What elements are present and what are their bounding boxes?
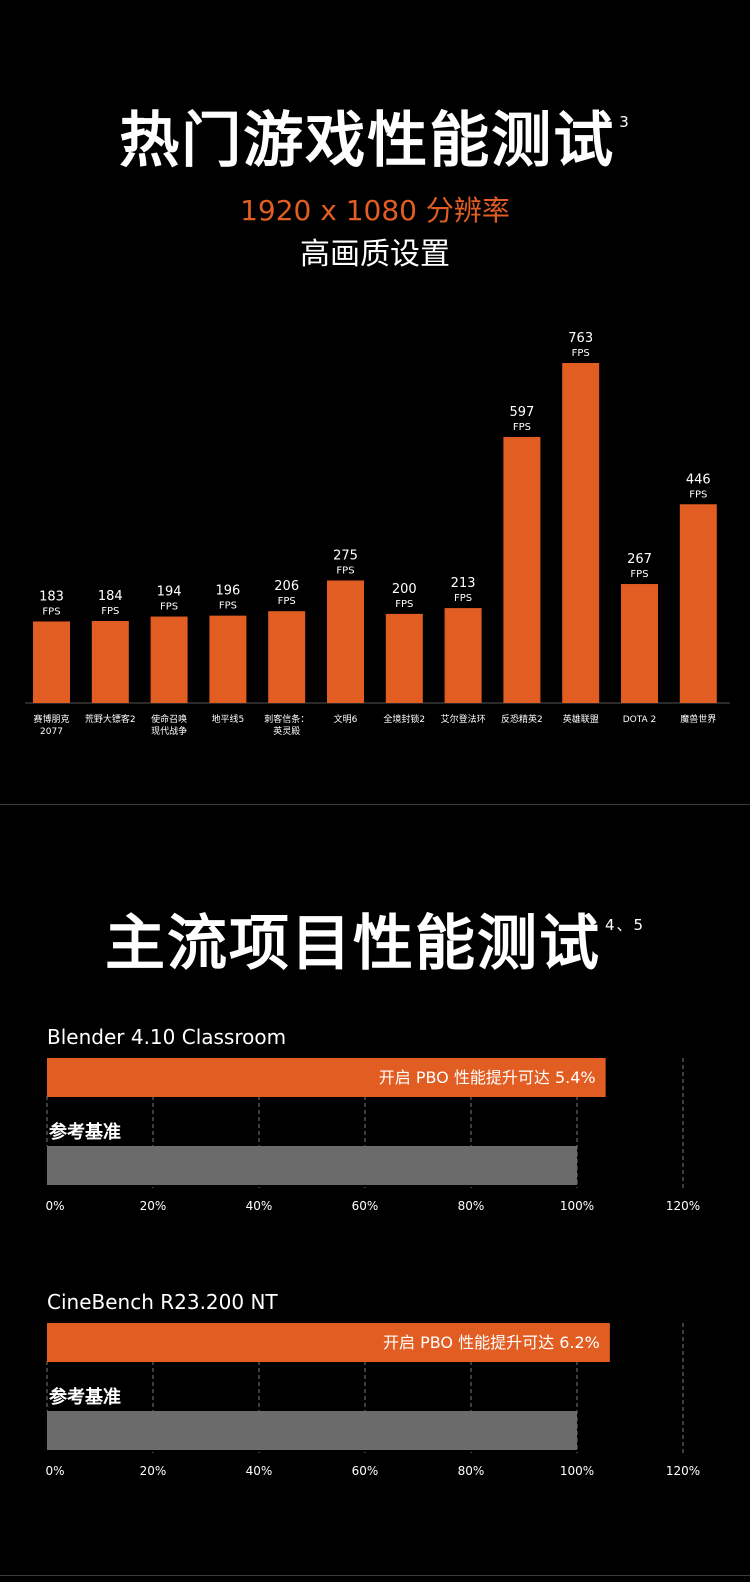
- fps-value-label: 183: [39, 589, 64, 604]
- fps-bar: [150, 616, 188, 703]
- game-category-label: 文明6: [334, 713, 358, 725]
- fps-value-label: 275: [333, 548, 358, 563]
- section1-title: 热门游戏性能测试 3: [0, 92, 750, 179]
- x-tick-label: 40%: [246, 1464, 273, 1478]
- game-category-label: 荒野大镖客2: [85, 713, 136, 725]
- x-tick-label: 60%: [352, 1199, 379, 1213]
- pbo-bar: [47, 1323, 610, 1362]
- game-category-label: 英灵殿: [273, 725, 300, 737]
- fps-unit-label: FPS: [395, 599, 413, 610]
- fps-unit-label: FPS: [101, 606, 119, 617]
- section1-title-text: 热门游戏性能测试: [119, 106, 616, 176]
- x-tick-label: 120%: [666, 1464, 700, 1478]
- fps-value-label: 763: [568, 331, 593, 346]
- fps-bar: [33, 621, 70, 703]
- x-tick-label: 0%: [45, 1464, 64, 1478]
- section1-title-footnote: 3: [619, 113, 631, 131]
- x-tick-label: 120%: [666, 1199, 700, 1213]
- x-tick-label: 40%: [246, 1199, 273, 1213]
- x-tick-label: 100%: [560, 1199, 594, 1213]
- fps-value-label: 267: [627, 552, 652, 567]
- fps-bar: [444, 608, 482, 703]
- fps-unit-label: FPS: [513, 422, 531, 433]
- x-tick-label: 0%: [45, 1199, 64, 1213]
- pbo-bar-label: 开启 PBO 性能提升可达 6.2%: [383, 1333, 600, 1352]
- resolution-subtitle: 1920 x 1080 分辨率: [240, 194, 510, 227]
- game-category-label: 2077: [40, 727, 63, 737]
- fps-value-label: 196: [215, 584, 240, 599]
- fps-unit-label: FPS: [160, 602, 178, 613]
- fps-unit-label: FPS: [219, 601, 237, 612]
- x-tick-label: 80%: [458, 1464, 485, 1478]
- game-fps-chart: 183 FPS 赛博朋克 2077 184 FPS 荒野大镖客2 194 FPS 使命召唤现代战争…: [25, 331, 730, 737]
- x-tick-label: 60%: [352, 1464, 379, 1478]
- fps-value-label: 194: [157, 585, 182, 600]
- fps-bar: [503, 436, 541, 703]
- pbo-bar-label: 开启 PBO 性能提升可达 5.4%: [379, 1068, 596, 1087]
- fps-unit-label: FPS: [42, 606, 60, 617]
- fps-value-label: 200: [392, 582, 417, 597]
- x-tick-label: 20%: [140, 1199, 167, 1213]
- fps-value-label: 206: [274, 579, 299, 594]
- baseline-bar: [47, 1411, 577, 1450]
- cinebench-benchmark-chart: 开启 PBO 性能提升可达 6.2% 参考基准 0% 20% 40% 60% 80% 100%…: [45, 1323, 700, 1478]
- blender-benchmark-title: Blender 4.10 Classroom: [47, 1025, 287, 1049]
- section-divider: [0, 804, 750, 805]
- fps-unit-label: FPS: [454, 593, 472, 604]
- game-category-label: 现代战争: [151, 725, 187, 737]
- fps-unit-label: FPS: [572, 348, 590, 359]
- fps-bar: [385, 613, 423, 703]
- game-category-label: 反恐精英2: [501, 713, 543, 725]
- game-category-label: 魔兽世界: [680, 713, 716, 725]
- game-category-label: 使命召唤: [151, 713, 187, 725]
- blender-benchmark-chart: 开启 PBO 性能提升可达 5.4% 参考基准 0% 20% 40% 60% 80% 100%…: [45, 1058, 700, 1213]
- section2-title-text: 主流项目性能测试: [104, 909, 601, 979]
- section2-title-footnote: 4、5: [604, 916, 646, 934]
- fps-value-label: 184: [98, 589, 123, 604]
- fps-unit-label: FPS: [336, 565, 354, 576]
- game-category-label: 艾尔登法环: [441, 713, 486, 725]
- bottom-divider: [0, 1575, 750, 1576]
- fps-bar: [209, 615, 247, 703]
- game-category-label: 赛博朋克: [33, 713, 69, 725]
- game-category-label: 英雄联盟: [563, 713, 599, 725]
- game-category-label: DOTA 2: [623, 715, 657, 725]
- baseline-label: 参考基准: [49, 1386, 121, 1408]
- fps-bar: [268, 611, 306, 703]
- baseline-bar: [47, 1146, 577, 1185]
- x-tick-label: 80%: [458, 1199, 485, 1213]
- fps-unit-label: FPS: [689, 489, 707, 500]
- fps-bar: [562, 363, 600, 703]
- cinebench-benchmark-title: CineBench R23.200 NT: [47, 1290, 278, 1314]
- fps-bar: [327, 580, 364, 703]
- fps-value-label: 597: [509, 405, 534, 420]
- game-category-label: 地平线5: [212, 713, 245, 725]
- section2-title: 主流项目性能测试 4、5: [0, 895, 750, 982]
- fps-value-label: 213: [451, 576, 476, 591]
- x-tick-label: 100%: [560, 1464, 594, 1478]
- fps-bar: [621, 584, 658, 703]
- fps-unit-label: FPS: [278, 596, 296, 607]
- fps-bar: [91, 621, 129, 703]
- fps-bar: [679, 504, 717, 703]
- x-tick-label: 20%: [140, 1464, 167, 1478]
- game-category-label: 全境封锁2: [383, 713, 425, 725]
- fps-unit-label: FPS: [630, 569, 648, 580]
- pbo-bar: [47, 1058, 606, 1097]
- fps-value-label: 446: [686, 472, 711, 487]
- baseline-label: 参考基准: [49, 1121, 121, 1143]
- game-category-label: 刺客信条：: [264, 713, 309, 725]
- quality-subtitle: 高画质设置: [300, 237, 450, 272]
